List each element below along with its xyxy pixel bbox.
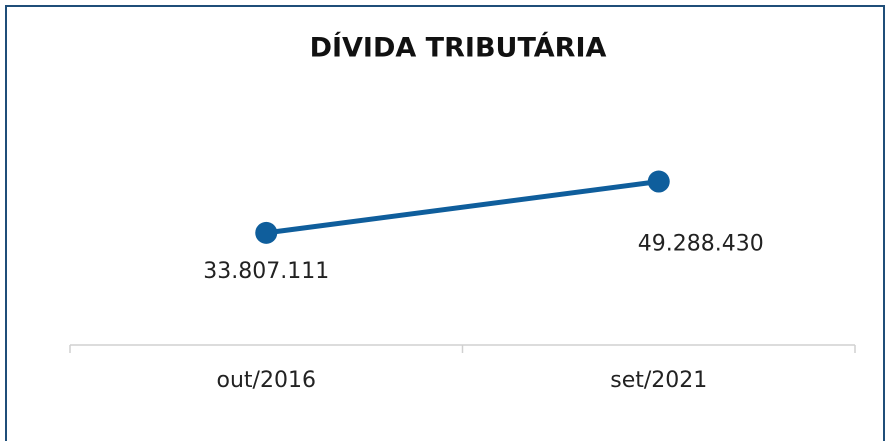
data-label: 49.288.430 [638, 232, 764, 257]
chart-title: DÍVIDA TRIBUTÁRIA [310, 32, 607, 64]
point [255, 221, 278, 244]
line [265, 179, 660, 236]
x-tick-label: set/2021 [610, 368, 707, 393]
frame [5, 5, 885, 441]
x-tick-label: out/2016 [217, 368, 316, 393]
data-label: 33.807.111 [203, 259, 329, 284]
point [647, 170, 670, 193]
